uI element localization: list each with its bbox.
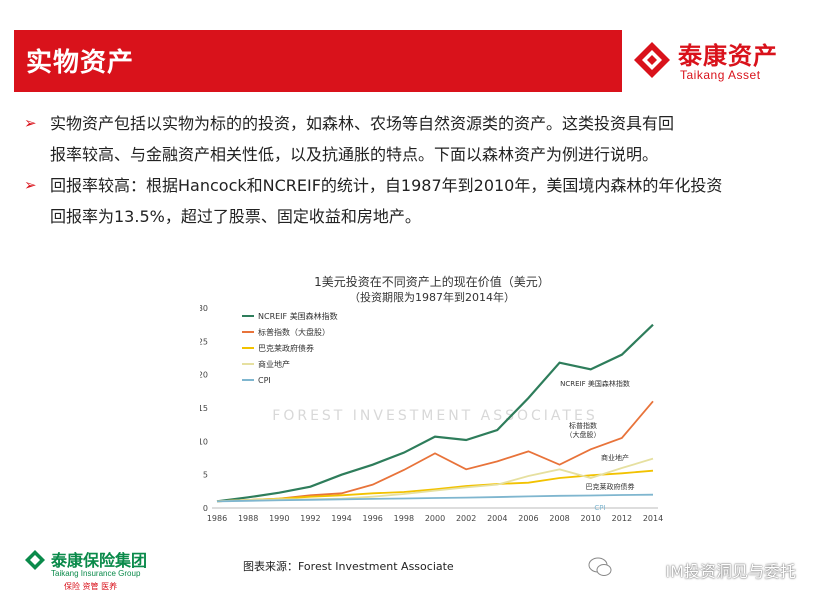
x-tick-label: 2006 [518,514,538,523]
logo-en-text: Taikang Asset [680,68,761,82]
footer-logo-cn: 泰康保险集团 [51,551,148,570]
legend-label: 标普指数（大盘股） [258,327,330,337]
x-tick-label: 1996 [363,514,383,523]
x-tick-label: 1994 [331,514,351,523]
series-annotation: CPI [594,504,605,512]
page-title: 实物资产 [26,48,135,78]
x-tick-label: 2004 [487,514,507,523]
bullet-line: 报率较高、与金融资产相关性低，以及抗通胀的特点。下面以森林资产为例进行说明。 [50,145,659,164]
series-annotation: 巴克莱政府债券 [586,482,635,491]
footer-logo-en: Taikang Insurance Group [51,569,141,578]
y-tick-label: 0 [203,504,208,513]
y-tick-label: 15 [200,404,208,413]
chart-source: 图表来源：Forest Investment Associate [243,560,454,573]
legend-label: 巴克莱政府债券 [258,343,314,353]
x-tick-label: 2014 [643,514,663,523]
x-tick-label: 2012 [612,514,632,523]
chart-container: 1美元投资在不同资产上的现在价值（美元） （投资期限为1987年到2014年） FO… [198,268,665,536]
x-tick-label: 1986 [207,514,227,523]
x-tick-label: 1992 [300,514,320,523]
y-tick-label: 25 [200,337,208,346]
bullet-item: ➢ 实物资产包括以实物为标的的投资，如森林、农场等自然资源类的资产。这类投资具有… [22,108,802,170]
taikang-asset-logo: 泰康资产 Taikang Asset [622,30,810,92]
legend-label: 商业地产 [258,359,290,369]
bullet-list: ➢ 实物资产包括以实物为标的的投资，如森林、农场等自然资源类的资产。这类投资具有… [22,108,802,232]
taikang-logo-icon [634,42,670,78]
wechat-icon [588,557,612,576]
x-tick-label: 2010 [581,514,601,523]
y-tick-label: 20 [200,371,208,380]
y-tick-label: 30 [200,304,208,313]
bullet-line: 回报率为13.5%，超过了股票、固定收益和房地产。 [50,207,421,226]
legend-label: NCREIF 美国森林指数 [258,311,338,321]
y-tick-label: 5 [203,471,208,480]
x-tick-label: 2002 [456,514,476,523]
x-tick-label: 2000 [425,514,445,523]
x-tick-label: 1990 [269,514,289,523]
line-chart: 1美元投资在不同资产上的现在价值（美元）（投资期限为1987年到2014年） FO… [198,274,663,523]
x-tick-label: 1998 [394,514,414,523]
chart-title: 1美元投资在不同资产上的现在价值（美元） [314,274,550,289]
legend-label: CPI [258,376,271,385]
series-annotation: （大盘股） [566,430,601,439]
header-bar: 实物资产 泰康资产 Taikang Asset [14,30,810,92]
bullet-line: 回报率较高：根据Hancock和NCREIF的统计，自1987年到2010年，美… [50,176,723,195]
chart-watermark: FOREST INVESTMENT ASSOCIATES [272,408,597,424]
chart-subtitle: （投资期限为1987年到2014年） [349,290,515,304]
series-line [216,469,654,503]
y-tick-label: 10 [200,437,208,446]
bullet-item: ➢ 回报率较高：根据Hancock和NCREIF的统计，自1987年到2010年… [22,170,802,232]
series-line [216,493,654,503]
series-line [216,323,654,503]
wechat-account-label: IM投资洞见与委托 [665,562,796,581]
logo-cn-text: 泰康资产 [678,42,778,70]
series-annotation: 商业地产 [601,453,629,462]
arrow-bullet-icon: ➢ [24,114,37,132]
taikang-insurance-logo: 泰康保险集团 Taikang Insurance Group 保险 资管 医养 [24,545,184,595]
taikang-insurance-icon [25,550,45,570]
series-annotation: NCREIF 美国森林指数 [560,379,630,388]
series-annotation: 标普指数 [569,421,597,430]
bullet-line: 实物资产包括以实物为标的的投资，如森林、农场等自然资源类的资产。这类投资具有回 [50,114,675,133]
x-tick-label: 1988 [238,514,258,523]
footer-tagline: 保险 资管 医养 [64,582,118,591]
x-tick-label: 2008 [549,514,569,523]
arrow-bullet-icon: ➢ [24,176,37,194]
